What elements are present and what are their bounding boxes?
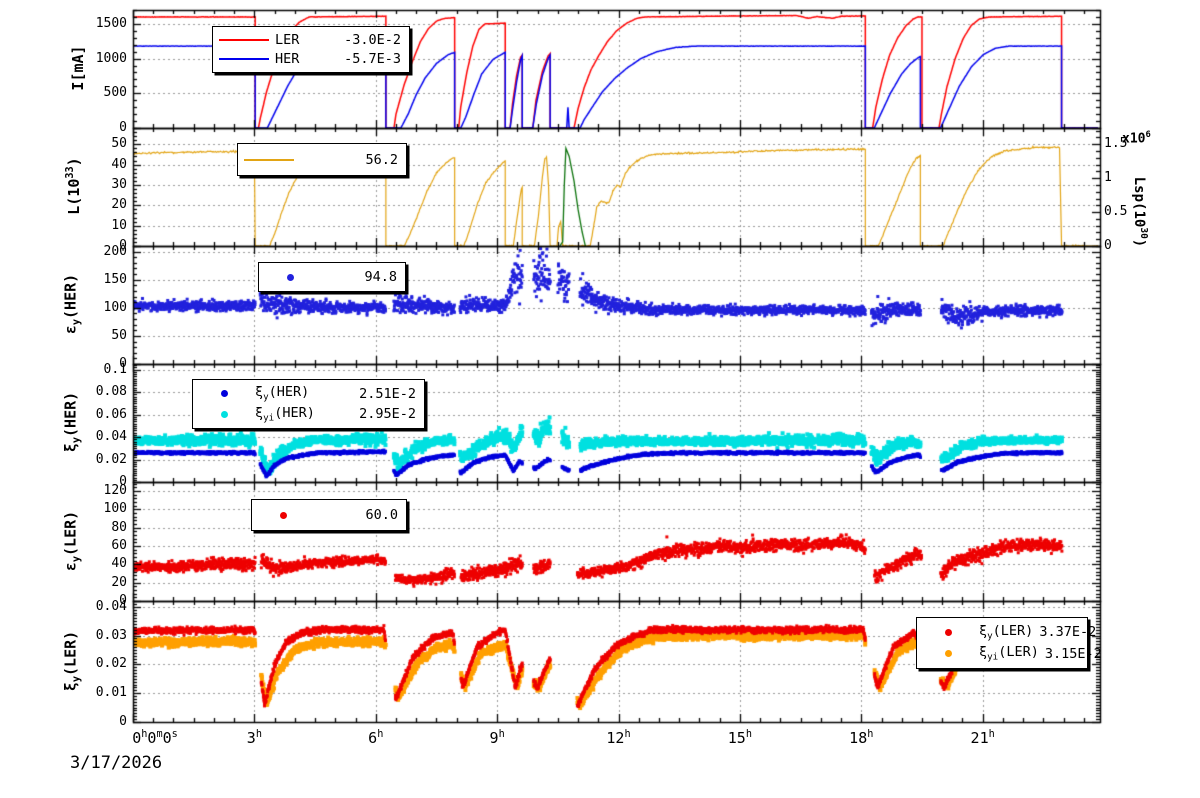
y-tick-label: 0 bbox=[119, 356, 127, 371]
legend-value: 3.37E-2 bbox=[1039, 624, 1097, 641]
y-axis-title-ey-ler: εy(LER) bbox=[61, 510, 83, 572]
legend-current: LER -3.0E-2 HER -5.7E-3 bbox=[212, 26, 410, 73]
legend-label: ξy(LER) bbox=[979, 622, 1034, 642]
ler-line-swatch bbox=[219, 39, 269, 41]
her-line-swatch bbox=[219, 58, 269, 60]
legend-row-her: HER -5.7E-3 bbox=[219, 51, 401, 67]
xiyi-ler-dot-swatch bbox=[945, 650, 952, 658]
legend-value: 2.95E-2 bbox=[359, 406, 416, 423]
legend-row-xiy-ler: ξy(LER) 3.37E-2 bbox=[923, 622, 1096, 642]
right-tick-label: 1 bbox=[1104, 170, 1112, 186]
y-tick-label: 100 bbox=[103, 299, 127, 315]
y-tick-label: 0.02 bbox=[95, 451, 127, 467]
y-tick-label: 0.04 bbox=[95, 429, 127, 445]
legend-row-ey-her: 94.8 bbox=[265, 269, 397, 285]
y-axis-title-ey-her: εy(HER) bbox=[61, 273, 83, 335]
y-tick-label: 0 bbox=[119, 474, 127, 489]
legend-label: HER bbox=[275, 51, 300, 67]
y-tick-label: 0.01 bbox=[95, 685, 127, 701]
y-tick-label: 1500 bbox=[95, 15, 127, 31]
legend-label: ξy(HER) bbox=[255, 384, 310, 403]
y-tick-label: 100 bbox=[103, 501, 127, 517]
y-tick-label: 0.06 bbox=[95, 406, 127, 422]
legend-label: LER bbox=[275, 32, 300, 48]
y-tick-label: 0 bbox=[119, 120, 127, 135]
legend-ey-her: 94.8 bbox=[258, 262, 406, 292]
right-tick-label: 1.5 bbox=[1104, 136, 1128, 152]
y-tick-label: 200 bbox=[103, 243, 127, 259]
y-tick-label: 150 bbox=[103, 271, 127, 287]
y-tick-label: 40 bbox=[111, 556, 127, 572]
legend-value: 94.8 bbox=[364, 269, 397, 285]
y-tick-label: 0 bbox=[119, 238, 127, 253]
date-label: 3/17/2026 bbox=[70, 753, 163, 773]
y-tick-label: 0.03 bbox=[95, 627, 127, 643]
legend-label: ξyi(HER) bbox=[255, 405, 315, 424]
y-tick-label: 80 bbox=[111, 519, 127, 535]
x-tick-label: 0h0m0s bbox=[132, 729, 178, 747]
legend-row-xiy-her: ξy(HER) 2.51E-2 bbox=[199, 384, 416, 403]
right-axis-exponent: x106 bbox=[1122, 130, 1151, 147]
x-tick-label: 21h bbox=[970, 729, 995, 747]
y-tick-label: 40 bbox=[111, 156, 127, 172]
legend-row-ler: LER -3.0E-2 bbox=[219, 32, 401, 48]
y-tick-label: 20 bbox=[111, 197, 127, 213]
luminosity-line-swatch bbox=[244, 158, 294, 161]
y-tick-label: 0 bbox=[119, 714, 127, 729]
legend-row-ey-ler: 60.0 bbox=[258, 507, 398, 523]
y-tick-label: 50 bbox=[111, 136, 127, 152]
x-tick-label: 12h bbox=[606, 729, 631, 747]
legend-luminosity: 56.2 bbox=[237, 143, 407, 176]
y-tick-label: 20 bbox=[111, 574, 127, 590]
y-axis-title-luminosity: L(1033) bbox=[65, 157, 83, 215]
x-tick-label: 9h bbox=[489, 729, 505, 747]
x-tick-label: 6h bbox=[368, 729, 384, 747]
right-tick-label: 0.5 bbox=[1104, 204, 1128, 220]
xiyi-her-dot-swatch bbox=[221, 410, 228, 418]
y-tick-label: 10 bbox=[111, 217, 127, 233]
y-tick-label: 0.04 bbox=[95, 598, 127, 614]
y-axis-title-xiy-ler: ξy(LER) bbox=[61, 630, 83, 692]
legend-value: 56.2 bbox=[365, 151, 398, 168]
legend-value: 3.15E-2 bbox=[1044, 645, 1102, 662]
legend-value: -5.7E-3 bbox=[344, 51, 401, 67]
xiy-ler-dot-swatch bbox=[945, 628, 952, 636]
right-tick-label: 0 bbox=[1104, 238, 1112, 253]
legend-row-xiyi-ler: ξyi(LER) 3.15E-2 bbox=[923, 644, 1102, 664]
y-tick-label: 120 bbox=[103, 483, 127, 499]
legend-label: ξyi(LER) bbox=[979, 644, 1039, 664]
legend-value: 2.51E-2 bbox=[359, 385, 416, 402]
y-tick-label: 1000 bbox=[95, 50, 127, 66]
x-tick-label: 18h bbox=[849, 729, 874, 747]
legend-row-xiyi-her: ξyi(HER) 2.95E-2 bbox=[199, 405, 416, 424]
legend-xiy-ler: ξy(LER) 3.37E-2 ξyi(LER) 3.15E-2 bbox=[916, 617, 1102, 669]
x-tick-label: 3h bbox=[246, 729, 262, 747]
y-axis-title-xiy-her: ξy(HER) bbox=[61, 391, 83, 453]
y-tick-label: 50 bbox=[111, 327, 127, 343]
ey-her-dot-swatch bbox=[287, 273, 294, 281]
x-tick-label: 15h bbox=[727, 729, 752, 747]
legend-value: -3.0E-2 bbox=[344, 32, 401, 48]
legend-row-lum: 56.2 bbox=[244, 152, 398, 168]
y-tick-label: 0 bbox=[119, 593, 127, 608]
y-tick-label: 60 bbox=[111, 538, 127, 554]
legend-value: 60.0 bbox=[365, 507, 398, 523]
right-axis-title-lsp: Lsp(1030) bbox=[1131, 176, 1149, 248]
y-tick-label: 0.02 bbox=[95, 656, 127, 672]
legend-ey-ler: 60.0 bbox=[251, 499, 407, 531]
xiy-her-dot-swatch bbox=[221, 390, 228, 398]
y-tick-label: 0.08 bbox=[95, 384, 127, 400]
y-axis-title-current: I[mA] bbox=[69, 45, 87, 91]
y-tick-label: 500 bbox=[103, 85, 127, 101]
y-tick-label: 30 bbox=[111, 176, 127, 192]
legend-xiy-her: ξy(HER) 2.51E-2 ξyi(HER) 2.95E-2 bbox=[192, 379, 425, 429]
ey-ler-dot-swatch bbox=[280, 511, 287, 519]
y-tick-label: 0.1 bbox=[103, 361, 127, 377]
